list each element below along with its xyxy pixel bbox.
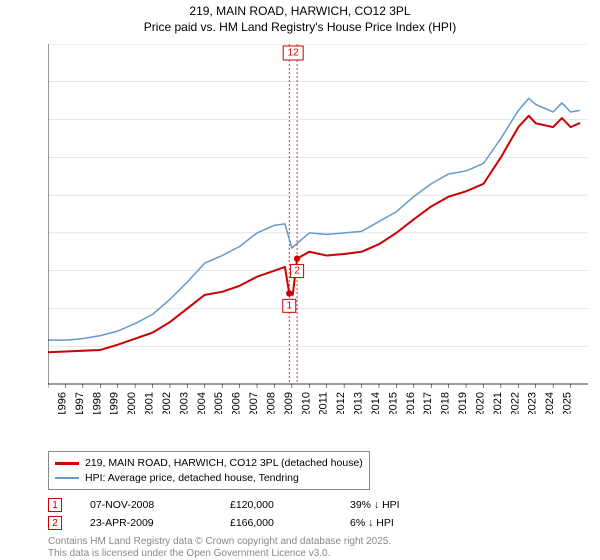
svg-text:1: 1 [286, 300, 292, 311]
chart-container: 219, MAIN ROAD, HARWICH, CO12 3PL Price … [0, 0, 600, 560]
svg-text:2005: 2005 [213, 392, 225, 414]
sale-date: 23-APR-2009 [90, 517, 220, 529]
svg-text:1998: 1998 [91, 392, 103, 414]
sale-marker: 2 [48, 516, 62, 530]
copyright-block: Contains HM Land Registry data © Crown c… [48, 536, 588, 560]
sale-diff: 6% ↓ HPI [350, 517, 394, 529]
svg-text:12: 12 [288, 48, 300, 59]
svg-text:1995: 1995 [48, 392, 51, 414]
copyright-line2: This data is licensed under the Open Gov… [48, 548, 588, 560]
sale-date: 07-NOV-2008 [90, 499, 220, 511]
sale-diff: 39% ↓ HPI [350, 499, 400, 511]
svg-text:2003: 2003 [178, 392, 190, 414]
chart-area: £0£50K£100K£150K£200K£250K£300K£350K£400… [48, 44, 588, 414]
svg-text:2009: 2009 [283, 392, 295, 414]
svg-text:1999: 1999 [109, 392, 121, 414]
svg-text:2001: 2001 [144, 392, 156, 414]
svg-text:2020: 2020 [474, 392, 486, 414]
legend-box: 219, MAIN ROAD, HARWICH, CO12 3PL (detac… [48, 451, 370, 490]
sales-rows: 1 07-NOV-2008 £120,000 39% ↓ HPI 2 23-APR-200… [48, 496, 588, 532]
svg-text:2016: 2016 [405, 392, 417, 414]
title-address: 219, MAIN ROAD, HARWICH, CO12 3PL [0, 4, 600, 20]
copyright-line1: Contains HM Land Registry data © Crown c… [48, 536, 588, 548]
svg-text:2024: 2024 [544, 392, 556, 414]
chart-svg: £0£50K£100K£150K£200K£250K£300K£350K£400… [48, 44, 588, 414]
svg-text:2017: 2017 [422, 392, 434, 414]
svg-text:1996: 1996 [56, 392, 68, 414]
svg-text:2002: 2002 [161, 392, 173, 414]
svg-text:2023: 2023 [527, 392, 539, 414]
svg-text:2006: 2006 [231, 392, 243, 414]
svg-text:2000: 2000 [126, 392, 138, 414]
svg-text:2022: 2022 [509, 392, 521, 414]
legend-swatch-hpi [55, 477, 79, 479]
legend-label-hpi: HPI: Average price, detached house, Tend… [85, 471, 299, 486]
title-subtitle: Price paid vs. HM Land Registry's House … [0, 20, 600, 36]
legend-label-price-paid: 219, MAIN ROAD, HARWICH, CO12 3PL (detac… [85, 456, 363, 471]
svg-text:2007: 2007 [248, 392, 260, 414]
svg-text:2019: 2019 [457, 392, 469, 414]
svg-text:2012: 2012 [335, 392, 347, 414]
sale-marker: 1 [48, 498, 62, 512]
legend-row-hpi: HPI: Average price, detached house, Tend… [55, 471, 363, 486]
svg-text:2025: 2025 [562, 392, 574, 414]
svg-text:2021: 2021 [492, 392, 504, 414]
sale-row: 1 07-NOV-2008 £120,000 39% ↓ HPI [48, 496, 588, 514]
svg-text:2014: 2014 [370, 392, 382, 414]
svg-text:2013: 2013 [353, 392, 365, 414]
sale-price: £120,000 [230, 499, 340, 511]
title-block: 219, MAIN ROAD, HARWICH, CO12 3PL Price … [0, 0, 600, 37]
legend-footer: 219, MAIN ROAD, HARWICH, CO12 3PL (detac… [48, 451, 588, 560]
sale-price: £166,000 [230, 517, 340, 529]
svg-text:2004: 2004 [196, 392, 208, 414]
svg-text:2010: 2010 [300, 392, 312, 414]
svg-text:2018: 2018 [440, 392, 452, 414]
svg-text:2015: 2015 [387, 392, 399, 414]
svg-text:1997: 1997 [74, 392, 86, 414]
legend-row-price-paid: 219, MAIN ROAD, HARWICH, CO12 3PL (detac… [55, 456, 363, 471]
svg-text:2011: 2011 [318, 392, 330, 414]
sale-row: 2 23-APR-2009 £166,000 6% ↓ HPI [48, 514, 588, 532]
svg-text:2: 2 [294, 266, 300, 277]
legend-swatch-price-paid [55, 462, 79, 465]
svg-text:2008: 2008 [265, 392, 277, 414]
